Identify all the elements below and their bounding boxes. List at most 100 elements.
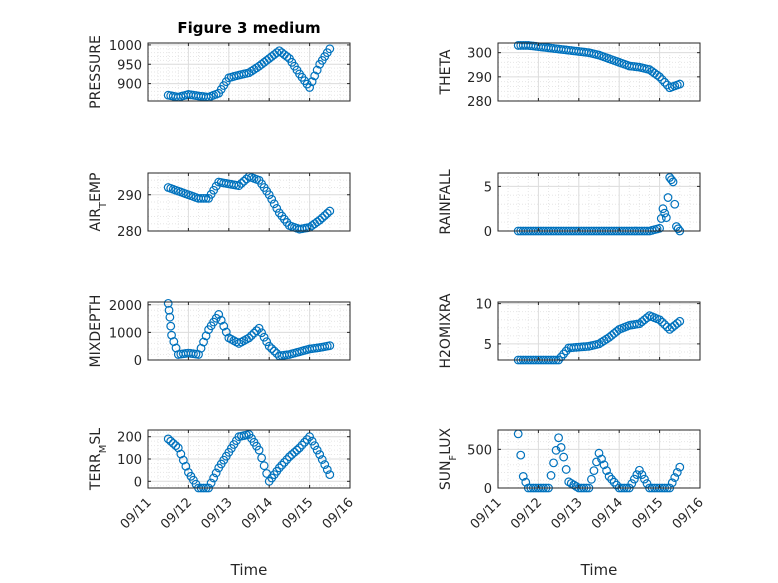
data-point bbox=[274, 463, 284, 473]
data-point-fill bbox=[171, 441, 181, 451]
data-point-fill bbox=[640, 474, 649, 484]
data-point-fill bbox=[629, 474, 639, 484]
subplot-air-temp: 280 290 AIRTEMP bbox=[88, 172, 351, 240]
axes-box bbox=[147, 42, 351, 102]
data-point bbox=[675, 316, 685, 326]
data-point bbox=[295, 443, 304, 453]
data-point-fill bbox=[290, 447, 299, 457]
axes-box bbox=[147, 172, 351, 232]
x-tick-label: 09/15 bbox=[279, 495, 316, 532]
data-point-fill bbox=[247, 331, 256, 340]
data-point-fill bbox=[252, 326, 261, 336]
data-point bbox=[635, 465, 644, 475]
data-point bbox=[325, 341, 335, 351]
data-point-fill bbox=[272, 203, 282, 213]
data-point bbox=[518, 472, 528, 481]
data-point-fill bbox=[592, 457, 601, 467]
data-point bbox=[165, 312, 175, 322]
data-point-fill bbox=[607, 474, 617, 484]
subplot-sun-flux: 0 500 SUNFLUX 09/11 09/12 09/13 09/14 09/15 09/1… bbox=[438, 427, 707, 579]
y-axis-label: THETA bbox=[438, 49, 454, 95]
data-point bbox=[264, 341, 274, 351]
data-point bbox=[655, 223, 664, 233]
y-tick-label: 2000 bbox=[109, 299, 142, 314]
x-tick-label: 09/14 bbox=[239, 495, 276, 532]
data-point-fill bbox=[259, 332, 269, 342]
data-point-fill bbox=[556, 443, 566, 452]
data-point-fill bbox=[164, 305, 174, 315]
data-point bbox=[655, 72, 664, 82]
data-point-fill bbox=[597, 454, 606, 464]
y-axis-label: MIXDEPTH bbox=[88, 295, 104, 368]
data-point-fill bbox=[556, 352, 566, 362]
subplot-terr-msl: 0 100 200 TERRMSL 09/11 09/12 09/13 09/14 09/15 0… bbox=[88, 428, 357, 579]
data-point-fill bbox=[599, 460, 609, 470]
data-point bbox=[594, 448, 604, 458]
x-axis-label: Time bbox=[230, 561, 268, 579]
data-point-fill bbox=[287, 450, 297, 459]
data-point-fill bbox=[216, 315, 226, 325]
subplot-theta: 280 290 300 THETA bbox=[438, 41, 701, 110]
data-point-fill bbox=[317, 455, 327, 464]
data-point-fill bbox=[652, 70, 662, 80]
y-tick-label: 200 bbox=[117, 431, 142, 446]
series-markers bbox=[163, 298, 335, 361]
data-point-fill bbox=[666, 175, 676, 185]
data-point bbox=[675, 79, 685, 89]
data-point-fill bbox=[312, 65, 322, 75]
data-point bbox=[254, 445, 264, 455]
data-point-fill bbox=[612, 480, 622, 490]
data-point-fill bbox=[670, 473, 680, 482]
data-point-fill bbox=[168, 438, 178, 448]
data-point-fill bbox=[667, 478, 677, 488]
y-tick-label: 100 bbox=[117, 453, 142, 468]
data-point-fill bbox=[589, 466, 599, 476]
x-tick-label: 09/15 bbox=[629, 495, 666, 532]
data-point-fill bbox=[267, 344, 277, 354]
data-point bbox=[675, 462, 685, 472]
data-point-fill bbox=[199, 193, 208, 203]
data-point-fill bbox=[642, 479, 652, 488]
y-tick-label: 0 bbox=[484, 225, 492, 240]
data-point bbox=[325, 206, 335, 216]
data-point bbox=[658, 204, 668, 214]
data-point-fill bbox=[609, 477, 619, 487]
data-point-fill bbox=[627, 479, 637, 488]
data-point-fill bbox=[307, 77, 317, 87]
data-point-fill bbox=[282, 52, 292, 61]
x-axis-label: Time bbox=[580, 561, 618, 579]
data-point-fill bbox=[322, 465, 332, 474]
data-point-fill bbox=[279, 457, 289, 467]
y-tick-label: 10 bbox=[475, 298, 492, 313]
data-point-fill bbox=[211, 468, 221, 478]
y-tick-label: 5 bbox=[484, 338, 492, 353]
data-point-fill bbox=[297, 440, 307, 450]
data-point-fill bbox=[267, 194, 277, 204]
x-tick-label: 09/13 bbox=[199, 495, 236, 532]
data-point-fill bbox=[310, 71, 320, 81]
data-point-fill bbox=[209, 473, 219, 483]
axes-box bbox=[497, 301, 701, 361]
data-point-fill bbox=[516, 450, 526, 460]
subplot-pressure: 900 950 1000 PRESSURE Figure 3 medium bbox=[88, 19, 351, 109]
data-point-fill bbox=[612, 327, 622, 336]
data-point bbox=[163, 298, 173, 308]
data-point-fill bbox=[237, 179, 246, 188]
data-point-fill bbox=[551, 445, 561, 455]
y-tick-label: 290 bbox=[467, 71, 492, 86]
data-point-fill bbox=[259, 461, 269, 471]
data-point-fill bbox=[657, 75, 667, 84]
plot-area bbox=[498, 302, 700, 360]
axes-box bbox=[497, 42, 701, 102]
subplot-rainfall: 0 5 RAINFALL bbox=[438, 169, 701, 240]
data-point-fill bbox=[262, 337, 272, 347]
data-point bbox=[315, 450, 325, 459]
data-point bbox=[234, 181, 244, 191]
data-point bbox=[315, 215, 325, 225]
y-axis-label: AIRTEMP bbox=[88, 173, 109, 232]
data-point-fill bbox=[269, 346, 279, 356]
data-point-fill bbox=[219, 321, 229, 331]
subplot-mixdepth: 0 1000 2000 MIXDEPTH bbox=[88, 295, 351, 369]
y-tick-label: 950 bbox=[117, 58, 142, 73]
